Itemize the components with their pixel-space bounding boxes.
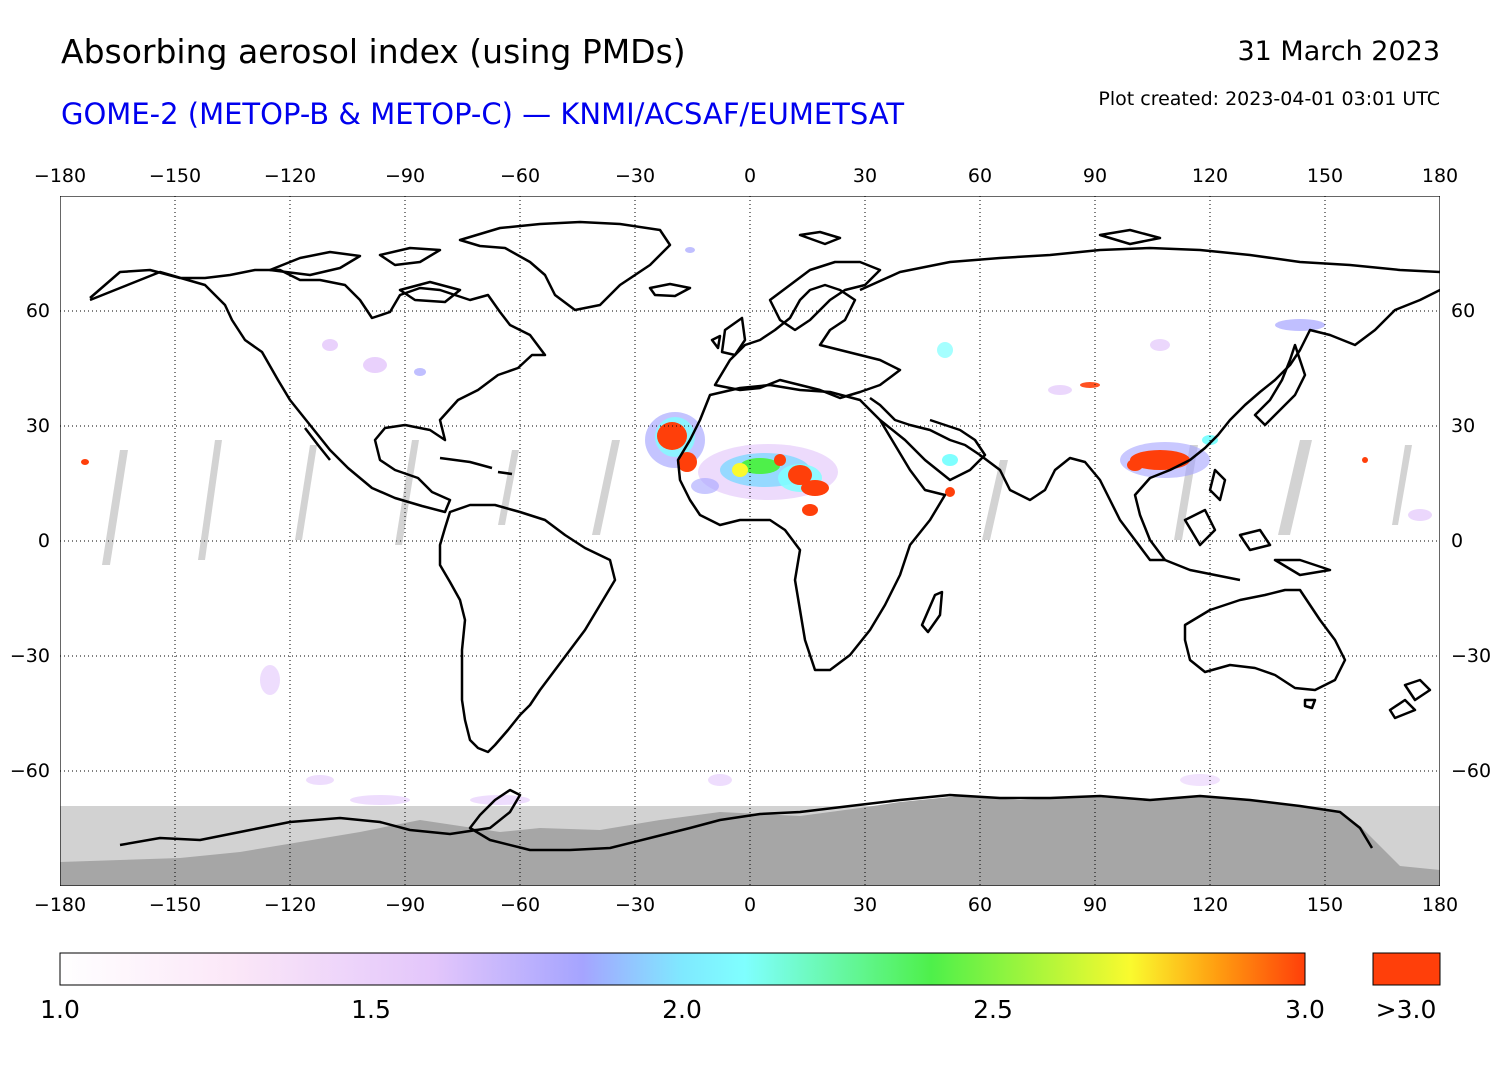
colorbar-label: 2.5 [973, 995, 1013, 1024]
lon-tick-bottom: 180 [1421, 894, 1459, 916]
coast-scandinavia [768, 260, 882, 332]
coast-madagascar [920, 590, 944, 634]
map-subtitle: GOME-2 (METOP-B & METOP-C) — KNMI/ACSAF/… [61, 97, 905, 131]
lat-tick-right: −60 [1451, 760, 1492, 782]
lat-tick-right: 60 [1451, 300, 1476, 322]
aerosol-patches [81, 247, 1432, 805]
lon-tick-bottom: 0 [743, 894, 757, 916]
lat-tick-left: 30 [25, 415, 50, 437]
lat-tick-left: −60 [9, 760, 50, 782]
lon-tick-bottom: 120 [1191, 894, 1229, 916]
colorbar-label: 1.0 [40, 995, 80, 1024]
lon-tick-top: 0 [743, 165, 757, 187]
lat-tick-left: −30 [9, 645, 50, 667]
coast-baja [304, 427, 331, 461]
coast-uk [720, 316, 747, 357]
lon-tick-top: 120 [1191, 165, 1229, 187]
coast-africa [676, 383, 947, 672]
lon-tick-bottom: −150 [148, 894, 202, 916]
coast-japan [1253, 343, 1307, 427]
coast-australia [1183, 588, 1347, 692]
lat-tick-right: 0 [1451, 530, 1464, 552]
lon-tick-top: 90 [1082, 165, 1108, 187]
lat-tick-left: 60 [25, 300, 50, 322]
lon-tick-top: −150 [148, 165, 202, 187]
colorbar-gradient [59, 952, 1306, 986]
lon-tick-bottom: −120 [263, 894, 317, 916]
lon-tick-top: 180 [1421, 165, 1459, 187]
colorbar-label: 1.5 [351, 995, 391, 1024]
lon-tick-bottom: 150 [1306, 894, 1344, 916]
coast-new-zealand [1403, 678, 1432, 702]
colorbar-label: 2.0 [662, 995, 702, 1024]
lat-tick-right: −30 [1451, 645, 1492, 667]
plot-created-timestamp: Plot created: 2023-04-01 03:01 UTC [1098, 88, 1440, 110]
lon-tick-top: 60 [967, 165, 993, 187]
colorbar-overflow-swatch [1372, 952, 1441, 986]
coast-antarctica [119, 788, 1374, 852]
colorbar-label: 3.0 [1285, 995, 1325, 1024]
lon-tick-top: −120 [263, 165, 317, 187]
lon-tick-top: −60 [499, 165, 541, 187]
coast-europe [713, 283, 902, 400]
lon-tick-bottom: 90 [1082, 894, 1108, 916]
coast-asia [859, 246, 1440, 562]
lon-tick-bottom: −60 [499, 894, 541, 916]
lat-tick-right: 30 [1451, 415, 1476, 437]
coast-cuba [439, 456, 493, 470]
lon-tick-top: 30 [852, 165, 878, 187]
graticule [60, 196, 1440, 886]
coastlines [89, 220, 1440, 852]
lon-tick-bottom: −30 [614, 894, 656, 916]
lon-tick-bottom: 60 [967, 894, 993, 916]
coast-south-america [438, 503, 617, 754]
lon-tick-bottom: −180 [33, 894, 87, 916]
lon-tick-bottom: 30 [852, 894, 878, 916]
coast-greenland [458, 220, 672, 312]
lat-tick-left: 0 [37, 530, 50, 552]
map-title: Absorbing aerosol index (using PMDs) [61, 32, 686, 71]
lon-tick-top: 150 [1306, 165, 1344, 187]
lon-tick-bottom: −90 [384, 894, 426, 916]
map-date: 31 March 2023 [1237, 36, 1440, 67]
lon-tick-top: −180 [33, 165, 87, 187]
coast-north-america [89, 268, 547, 514]
coast-arabia [879, 418, 987, 482]
lon-tick-top: −90 [384, 165, 426, 187]
colorbar-overflow-label: >3.0 [1375, 995, 1437, 1024]
lon-tick-top: −30 [614, 165, 656, 187]
no-data-swaths [102, 440, 1412, 565]
